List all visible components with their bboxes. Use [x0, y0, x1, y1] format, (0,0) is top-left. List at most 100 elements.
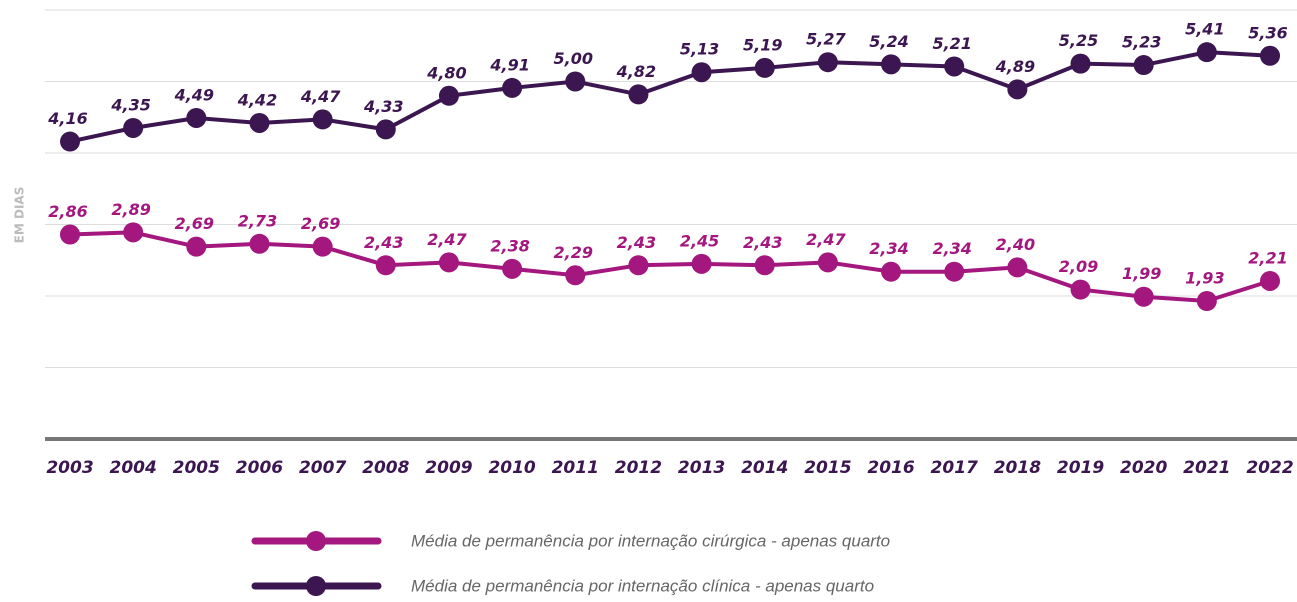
point — [249, 112, 270, 133]
x-tick-label: 2015 — [804, 458, 851, 478]
data-label: 2,40 — [996, 235, 1035, 254]
point — [944, 261, 965, 282]
x-tick-label: 2005 — [173, 458, 220, 478]
data-label: 5,21 — [932, 34, 971, 53]
point — [312, 109, 333, 130]
point — [1007, 79, 1028, 100]
data-label: 4,33 — [363, 97, 403, 116]
y-axis-label: EM DIAS — [13, 187, 27, 244]
data-label: 2,43 — [743, 233, 782, 252]
data-label: 4,42 — [237, 90, 277, 109]
point — [565, 265, 586, 286]
legend-marker — [306, 576, 326, 596]
point — [375, 255, 396, 276]
point — [60, 224, 80, 245]
x-tick-label: 2010 — [488, 458, 535, 478]
data-label: 2,89 — [111, 200, 150, 219]
point — [691, 253, 712, 274]
point — [1133, 286, 1154, 307]
point — [628, 84, 649, 105]
point — [754, 57, 775, 78]
data-label: 4,49 — [174, 85, 214, 104]
data-label: 2,45 — [680, 231, 719, 250]
data-label: 2,21 — [1248, 248, 1287, 267]
x-tick-label: 2021 — [1183, 458, 1230, 478]
data-label: 2,69 — [175, 214, 214, 233]
point — [123, 117, 144, 138]
point — [1070, 53, 1091, 74]
x-tick-label: 2004 — [109, 458, 156, 478]
point — [438, 252, 459, 273]
data-label: 4,82 — [616, 62, 656, 81]
point — [186, 107, 207, 128]
x-tick-label: 2011 — [552, 458, 599, 478]
point — [691, 62, 712, 83]
point — [1260, 270, 1280, 291]
legend-label: Média de permanência por internação cirú… — [411, 531, 890, 550]
data-label: 5,36 — [1248, 23, 1287, 42]
data-label: 5,27 — [806, 30, 846, 49]
data-label: 5,25 — [1059, 31, 1098, 50]
x-tick-label: 2022 — [1246, 458, 1293, 478]
point — [881, 261, 902, 282]
point — [502, 77, 523, 98]
data-label: 2,38 — [490, 236, 529, 255]
point — [754, 255, 775, 276]
data-label: 1,93 — [1185, 269, 1224, 288]
point — [1260, 45, 1280, 66]
point — [565, 71, 586, 92]
point — [817, 52, 838, 73]
data-label: 2,43 — [617, 233, 656, 252]
point — [628, 255, 649, 276]
data-label: 2,73 — [238, 211, 277, 230]
point — [1133, 55, 1154, 76]
data-label: 2,29 — [554, 243, 593, 262]
x-tick-label: 2016 — [867, 458, 914, 478]
legend-label: Média de permanência por internação clín… — [411, 576, 874, 595]
point — [1070, 279, 1091, 300]
x-tick-label: 2012 — [615, 458, 662, 478]
x-tick-label: 2003 — [46, 458, 93, 478]
data-label: 5,19 — [743, 35, 782, 54]
point — [1196, 42, 1217, 63]
x-tick-label: 2017 — [931, 458, 978, 478]
data-label: 5,13 — [680, 40, 719, 59]
x-tick-label: 2014 — [741, 458, 788, 478]
series-line — [69, 50, 1271, 144]
point — [944, 56, 965, 77]
x-tick-label: 2018 — [994, 458, 1041, 478]
data-label: 5,41 — [1185, 20, 1224, 39]
data-label: 2,09 — [1059, 257, 1098, 276]
point — [186, 236, 207, 257]
data-label: 2,86 — [48, 202, 87, 221]
x-tick-label: 2009 — [425, 458, 472, 478]
point — [502, 258, 523, 279]
data-label: 2,43 — [364, 233, 403, 252]
data-label: 5,24 — [869, 32, 908, 51]
point — [249, 233, 270, 254]
point — [1007, 257, 1028, 278]
data-label: 1,99 — [1122, 264, 1161, 283]
x-tick-label: 2020 — [1120, 458, 1167, 478]
data-label: 2,69 — [301, 214, 340, 233]
data-label: 2,47 — [427, 230, 467, 249]
data-label: 4,89 — [995, 57, 1035, 76]
data-label: 5,23 — [1122, 33, 1161, 52]
data-label: 2,34 — [932, 239, 971, 258]
x-tick-label: 2006 — [236, 458, 283, 478]
x-tick-label: 2008 — [362, 458, 409, 478]
point — [312, 236, 333, 257]
x-tick-label: 2007 — [299, 458, 346, 478]
data-label: 4,80 — [426, 63, 466, 82]
data-label: 4,16 — [47, 109, 87, 128]
point — [60, 131, 80, 152]
point — [438, 85, 459, 106]
x-tick-label: 2019 — [1057, 458, 1104, 478]
point — [123, 222, 144, 243]
series-line — [69, 230, 1271, 304]
data-label: 4,47 — [300, 87, 341, 106]
data-label: 5,00 — [554, 49, 593, 68]
legend-marker — [306, 531, 326, 551]
point — [817, 252, 838, 273]
